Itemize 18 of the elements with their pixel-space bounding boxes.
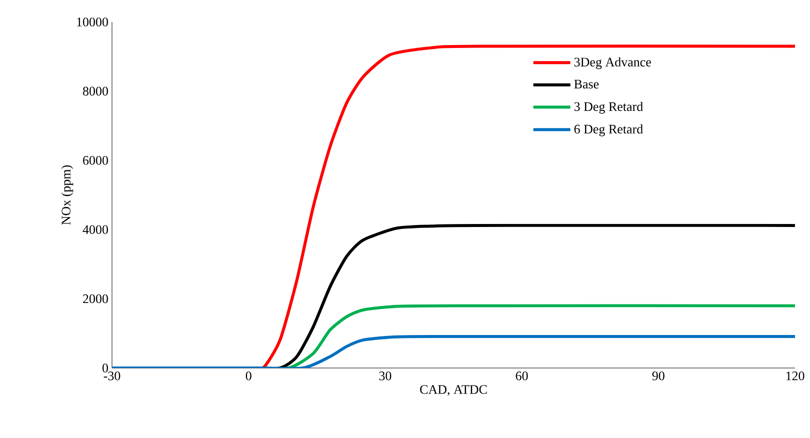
y-tick-label: 6000 [83,156,108,165]
y-tick-label: 10000 [77,18,108,26]
x-tick-label: 0 [246,372,252,380]
x-axis-title: CAD, ATDC [420,385,487,396]
y-tick-label: 8000 [82,86,108,96]
x-tick-label: 30 [379,372,392,380]
legend-label: Base [574,80,599,88]
legend-label: 3 Deg Retard [574,102,643,114]
y-tick-label: 2000 [83,294,108,304]
x-tick-label: -30 [104,372,120,380]
y-axis-title: NOx (ppm) [61,165,74,225]
legend-label: 6 Deg Retard [574,124,643,136]
y-tick-label: 4000 [82,225,108,234]
y-tick-label: 0 [102,364,108,372]
x-tick-label: 90 [652,372,664,380]
x-tick-label: 60 [516,372,528,380]
x-tick-label: 120 [786,372,804,380]
legend-label: 3Deg Advance [574,57,651,70]
